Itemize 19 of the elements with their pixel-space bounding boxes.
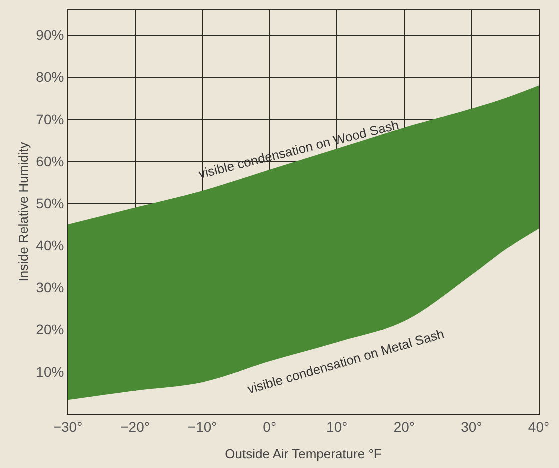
x-tick-label: −20°	[120, 418, 150, 435]
y-tick-label: 70%	[36, 111, 64, 128]
y-tick-label: 20%	[36, 322, 64, 338]
x-tick-label: 20°	[394, 418, 416, 435]
x-tick-label: 0°	[263, 418, 277, 435]
x-tick-label: 40°	[528, 418, 550, 435]
x-tick-label: 10°	[326, 418, 348, 435]
x-tick-label: 30°	[461, 418, 482, 435]
y-tick-label: 80%	[36, 69, 64, 86]
y-tick-label: 50%	[36, 195, 64, 212]
y-tick-label: 90%	[36, 27, 64, 44]
x-axis-title: Outside Air Temperature °F	[225, 446, 382, 462]
x-tick-label: −30°	[53, 418, 83, 435]
y-tick-label: 60%	[36, 153, 64, 170]
y-tick-label: 40%	[36, 238, 64, 254]
y-axis-title: Inside Relative Humidity	[16, 142, 32, 282]
x-tick-label: −10°	[188, 418, 218, 435]
y-tick-label: 30%	[36, 280, 64, 296]
y-tick-label: 10%	[36, 364, 64, 380]
